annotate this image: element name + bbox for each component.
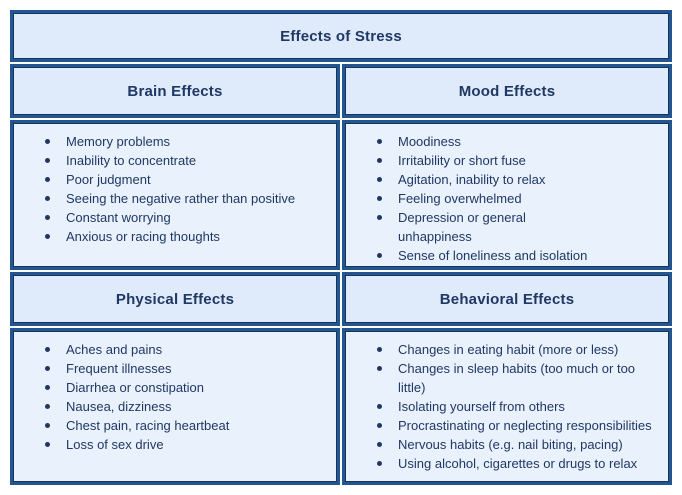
list-item: Nervous habits (e.g. nail biting, pacing… [377,435,661,454]
list-item: Irritability or short fuse [377,151,661,170]
cell-behavioral-effects: Changes in eating habit (more or less) Ch… [342,328,672,485]
list-item: Loss of sex drive [45,435,329,454]
list-item: Frequent illnesses [45,359,329,378]
list-item: Aches and pains [45,340,329,359]
section-heading: Brain Effects [127,82,223,100]
list-item: Nausea, dizziness [45,397,329,416]
cell-brain-effects: Memory problems Inability to concentrate P… [10,120,340,270]
section-heading: Mood Effects [458,82,556,100]
list-item: Sense of loneliness and isolation [377,246,661,265]
header-physical-effects: Physical Effects [10,272,340,326]
physical-effects-list: Aches and pains Frequent illnesses Diarrhe… [13,340,337,454]
brain-effects-list: Memory problems Inability to concentrate P… [13,132,337,246]
table-title-cell: Effects of Stress [10,10,672,62]
cell-mood-effects: Moodiness Irritability or short fuse Agita… [342,120,672,270]
behavioral-effects-list: Changes in eating habit (more or less) Ch… [345,340,669,473]
list-item: Procrastinating or neglecting responsibi… [377,416,661,435]
list-item: Poor judgment [45,170,329,189]
list-item: Changes in eating habit (more or less) [377,340,661,359]
section-heading: Behavioral Effects [439,290,575,308]
list-item: Memory problems [45,132,329,151]
list-item: Using alcohol, cigarettes or drugs to re… [377,454,661,473]
list-item: Isolating yourself from others [377,397,661,416]
list-item: Chest pain, racing heartbeat [45,416,329,435]
section-heading: Physical Effects [115,290,235,308]
list-item: Seeing the negative rather than positive [45,189,329,208]
list-item: Depression or general unhappiness [377,208,661,246]
list-item: Changes in sleep habits (too much or too… [377,359,661,397]
list-item: Agitation, inability to relax [377,170,661,189]
list-item: Constant worrying [45,208,329,227]
mood-effects-list: Moodiness Irritability or short fuse Agita… [345,132,669,265]
list-item: Diarrhea or constipation [45,378,329,397]
cell-physical-effects: Aches and pains Frequent illnesses Diarrhe… [10,328,340,485]
list-item: Feeling overwhelmed [377,189,661,208]
list-item: Moodiness [377,132,661,151]
page-title: Effects of Stress [280,27,402,45]
header-mood-effects: Mood Effects [342,64,672,118]
header-behavioral-effects: Behavioral Effects [342,272,672,326]
list-item: Anxious or racing thoughts [45,227,329,246]
header-brain-effects: Brain Effects [10,64,340,118]
list-item: Inability to concentrate [45,151,329,170]
